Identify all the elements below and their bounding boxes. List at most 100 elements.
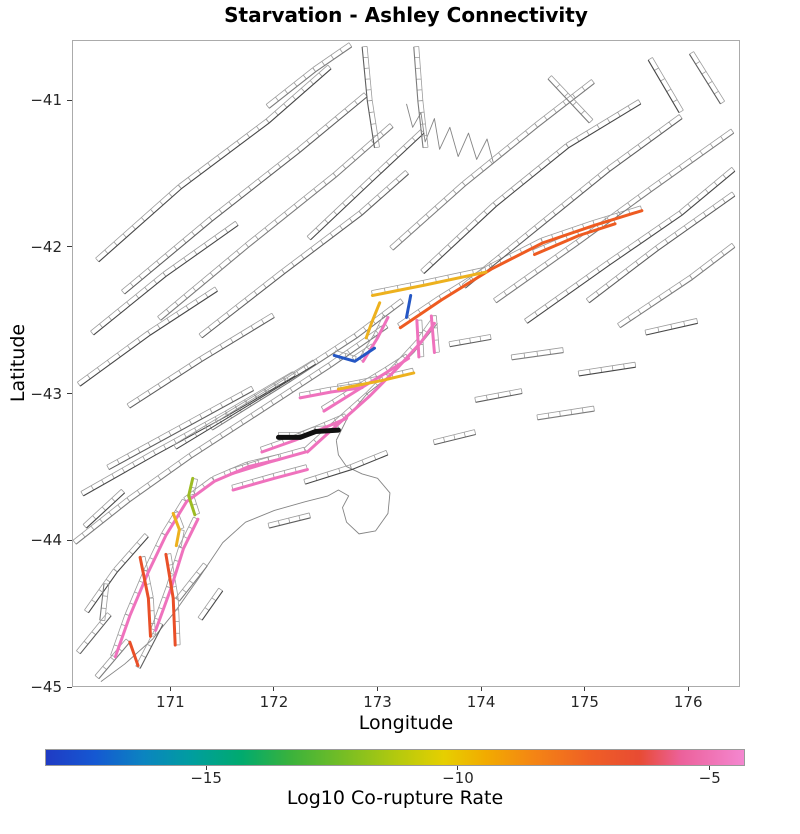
fault-segment-patches xyxy=(448,334,492,347)
fault-trace xyxy=(139,624,164,669)
highlighted-fault-trace xyxy=(429,314,436,355)
y-tick-label: −42 xyxy=(30,237,62,256)
fault-trace xyxy=(178,565,208,602)
fault-trace xyxy=(79,290,218,387)
colorbar-gradient xyxy=(45,749,745,766)
fault-trace xyxy=(305,454,389,485)
fault-segment-patches xyxy=(76,286,218,387)
fault-trace xyxy=(129,316,275,409)
fault-segment-patches xyxy=(413,46,429,149)
fault-trace xyxy=(527,170,736,324)
x-tick-mark xyxy=(687,687,689,691)
fault-segment-patches xyxy=(110,454,280,658)
x-axis-label: Longitude xyxy=(358,712,454,734)
x-tick-mark xyxy=(169,687,171,691)
fault-trace xyxy=(98,641,131,680)
fault-trace xyxy=(75,327,389,545)
fault-segment-patches xyxy=(389,79,595,251)
fault-trace xyxy=(588,195,736,304)
x-tick-label: 174 xyxy=(466,693,496,711)
fault-segment-patches xyxy=(431,315,440,353)
colorbar-tick-label: −15 xyxy=(190,769,222,787)
fault-trace xyxy=(310,132,425,241)
fault-segment-patches xyxy=(82,489,125,529)
fault-trace xyxy=(176,363,316,450)
fault-segment-patches xyxy=(536,405,595,420)
y-tick-mark xyxy=(67,686,72,688)
y-tick-label: −43 xyxy=(30,384,62,403)
fault-segment-patches xyxy=(306,129,425,241)
fault-trace xyxy=(269,517,311,529)
fault-segment-patches xyxy=(259,413,347,453)
fault-segment-patches xyxy=(524,167,736,324)
fault-segment-patches xyxy=(617,242,736,328)
x-tick-label: 175 xyxy=(570,693,599,711)
fault-trace xyxy=(475,392,523,403)
fault-trace xyxy=(108,390,254,471)
x-tick-label: 171 xyxy=(156,693,185,711)
y-tick-label: −44 xyxy=(30,531,62,550)
fault-segment-patches xyxy=(175,562,208,602)
fault-trace xyxy=(361,46,376,148)
coastline xyxy=(100,495,329,682)
highlighted-fault-trace xyxy=(405,294,413,319)
fault-segment-patches xyxy=(577,361,637,377)
colorbar-tick-mark xyxy=(457,766,459,770)
fault-segment-patches xyxy=(84,533,149,614)
fault-trace xyxy=(124,96,368,295)
fault-trace xyxy=(511,351,564,361)
fault-segment-patches xyxy=(362,45,380,149)
fault-trace xyxy=(201,173,409,339)
fault-trace xyxy=(688,53,721,105)
y-tick-mark xyxy=(67,99,72,101)
fault-trace xyxy=(98,68,332,263)
fault-segment-patches xyxy=(99,583,110,622)
fault-segment-patches xyxy=(303,449,389,485)
x-tick-mark xyxy=(584,687,586,691)
fault-segment-patches xyxy=(371,266,487,296)
highlighted-fault-trace xyxy=(533,222,617,257)
fault-segment-patches xyxy=(173,511,185,547)
fault-trace xyxy=(578,366,636,377)
fault-segment-patches xyxy=(689,51,725,105)
x-tick-mark xyxy=(480,687,482,691)
fault-segment-patches xyxy=(510,347,564,360)
fault-trace xyxy=(88,536,149,614)
fault-segment-patches xyxy=(358,314,389,362)
x-tick-mark xyxy=(377,687,379,691)
fault-segment-patches xyxy=(198,170,409,339)
fault-trace xyxy=(413,46,424,148)
fault-segment-patches xyxy=(106,385,255,470)
coastline xyxy=(327,440,391,535)
fault-trace xyxy=(423,103,642,274)
fault-segment-patches xyxy=(333,343,375,362)
fault-trace xyxy=(392,82,595,251)
fault-segment-patches xyxy=(493,128,735,304)
fault-segment-patches xyxy=(121,92,368,295)
colorbar-tick-mark xyxy=(205,766,207,770)
fault-segment-patches xyxy=(173,359,317,450)
fault-segment-patches xyxy=(95,64,332,263)
fault-segment-patches xyxy=(94,638,131,680)
fault-map-canvas xyxy=(73,42,736,682)
highlighted-fault-trace xyxy=(364,301,382,340)
fault-trace xyxy=(449,338,492,348)
fault-trace xyxy=(619,246,736,329)
fault-segment-patches xyxy=(547,75,594,124)
fault-trace xyxy=(465,118,683,289)
fault-trace xyxy=(647,59,680,113)
colorbar-tick-label: −10 xyxy=(442,769,474,787)
map-plot-area xyxy=(72,40,740,687)
fault-segment-patches xyxy=(267,512,311,529)
highlighted-fault-trace xyxy=(370,270,488,298)
x-tick-label: 176 xyxy=(673,693,703,711)
highlighted-fault-trace xyxy=(298,386,364,400)
fault-trace xyxy=(547,78,590,124)
fault-trace xyxy=(434,433,476,446)
fault-trace xyxy=(645,322,698,336)
highlighted-fault-trace xyxy=(398,209,644,330)
y-tick-mark xyxy=(67,393,72,395)
fault-segment-patches xyxy=(647,57,684,114)
x-tick-label: 172 xyxy=(259,693,289,711)
highlighted-fault-trace xyxy=(171,511,181,548)
